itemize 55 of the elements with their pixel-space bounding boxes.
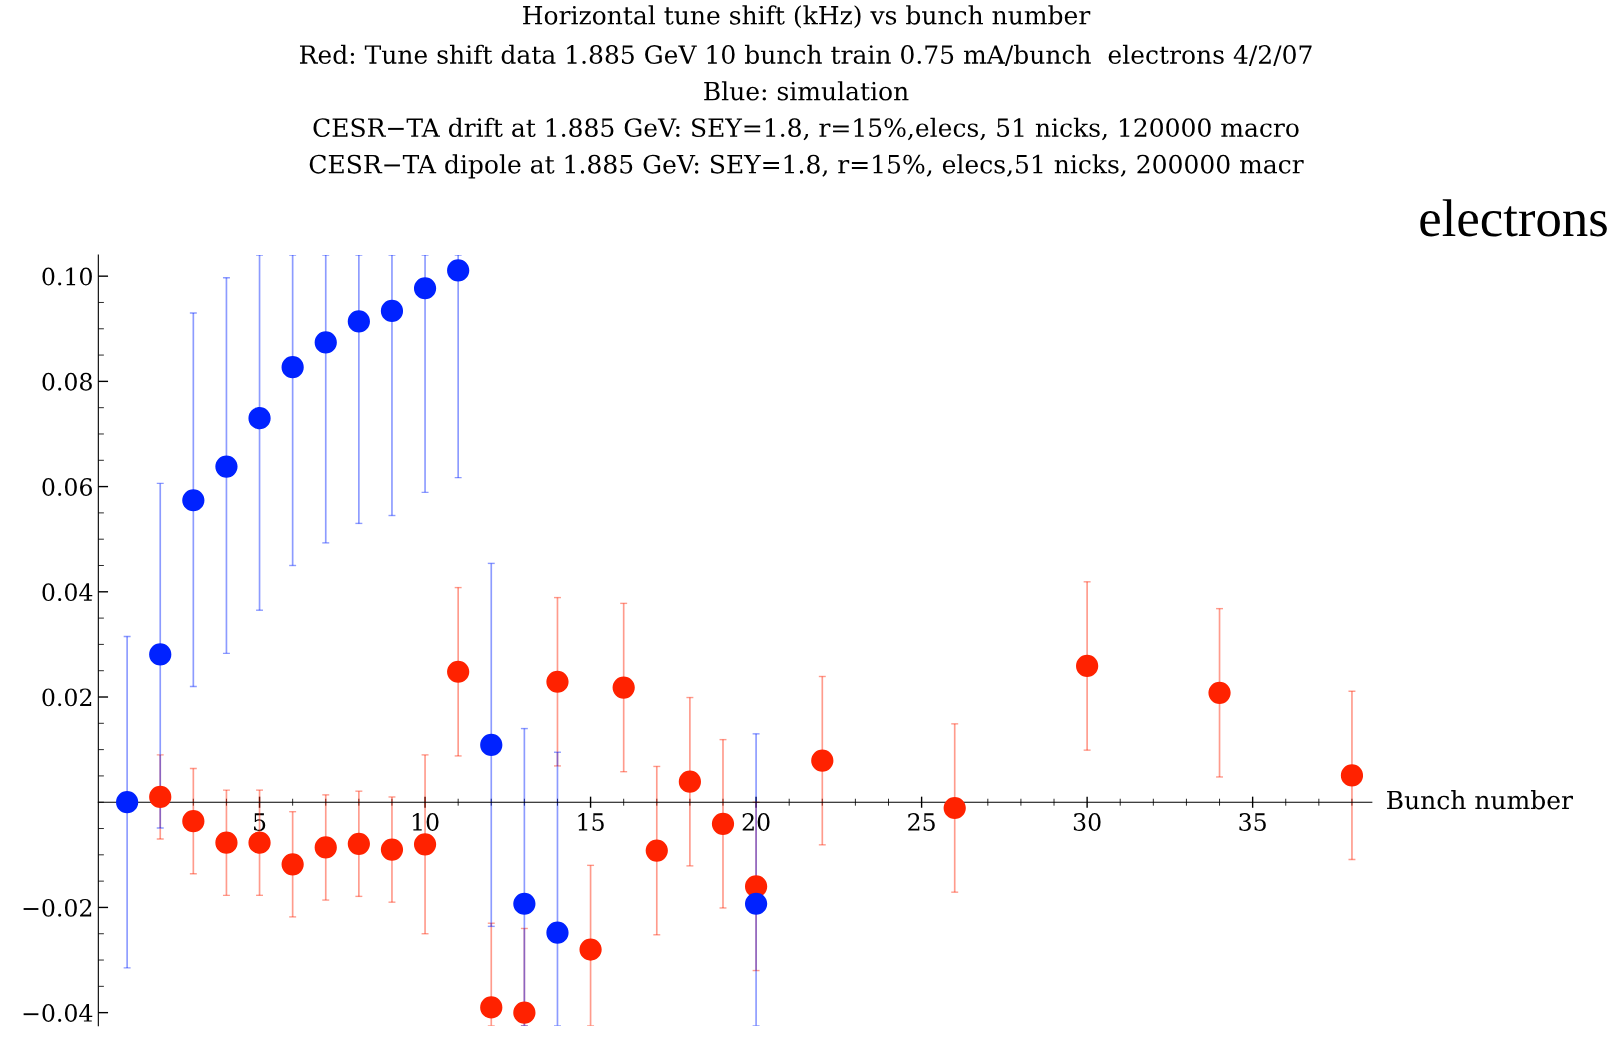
x-tick-label: 35 (1239, 813, 1266, 831)
point (480, 733, 503, 756)
chart-subtitle: Red: Tune shift data 1.885 GeV 10 bunch train 0.75 mA/bunch electrons 4/2/07 Blue: simulation CESR−TA drift at 1.885 GeV: SEY=1.8, r=15%,elecs, 51 nicks, 120000 macro CESR−TA dipole at 1.885 GeV: SEY=1.8, r=15%, elecs,51 nicks, 200000 macr (299, 44, 1312, 179)
point (645, 839, 668, 862)
point (546, 921, 569, 944)
point (513, 1001, 536, 1024)
x-tick-label: 5 (254, 813, 266, 831)
x-tick-label: 15 (578, 813, 604, 831)
point (678, 770, 701, 793)
point (513, 892, 536, 915)
y-tick-label: 0.06 (42, 478, 92, 496)
point (711, 812, 735, 835)
point (347, 310, 370, 333)
point (413, 277, 437, 300)
point (943, 796, 966, 820)
point (347, 832, 370, 855)
point (579, 938, 602, 961)
y-tick-label: 0.02 (42, 688, 92, 707)
point (281, 356, 304, 379)
point (612, 676, 635, 699)
y-tick-label: −0.02 (23, 898, 92, 917)
x-tick-label: 10 (412, 813, 439, 831)
point (314, 836, 337, 859)
point (480, 996, 503, 1019)
point (1076, 654, 1099, 678)
point (447, 259, 470, 282)
point (116, 791, 139, 814)
text: electrons (1420, 199, 1607, 237)
point (811, 749, 834, 772)
point (182, 810, 205, 833)
point (413, 833, 437, 856)
chart-title: Horizontal tune shift (kHz) vs bunch number (523, 5, 1091, 29)
point (182, 489, 205, 512)
x-axis-title: Bunch number (1387, 790, 1573, 810)
point (380, 838, 404, 861)
y-tick-label: 0.10 (42, 267, 92, 286)
point (215, 455, 238, 478)
x-tick-label: 25 (908, 813, 935, 831)
y-tick-label: 0.08 (42, 372, 92, 391)
point (1208, 681, 1231, 704)
point (149, 785, 172, 809)
y-tick-label: −0.04 (23, 1004, 93, 1022)
point (744, 892, 768, 915)
y-tick-label: 0.04 (42, 583, 93, 602)
point (248, 831, 271, 854)
point (149, 643, 172, 666)
point (546, 670, 569, 693)
x-tick-label: 30 (1073, 813, 1101, 831)
point (248, 407, 271, 430)
point (215, 831, 238, 854)
point (281, 853, 304, 876)
point (314, 331, 337, 354)
point (447, 660, 470, 683)
point (380, 299, 404, 322)
point (1340, 764, 1364, 787)
